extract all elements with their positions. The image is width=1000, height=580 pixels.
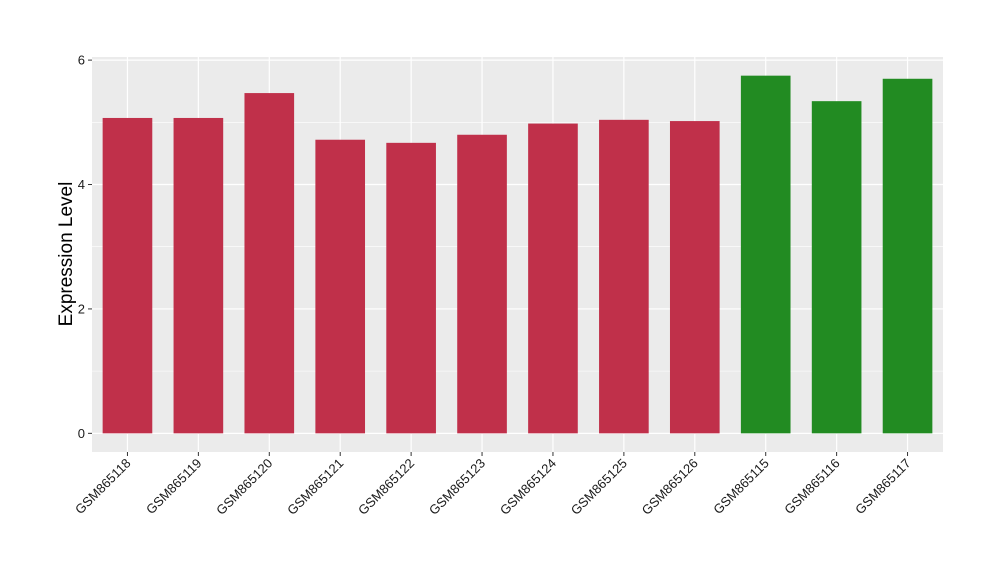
x-tick-label: GSM865121 [284, 456, 346, 518]
bars [102, 75, 933, 434]
x-tick-label: GSM865117 [852, 456, 914, 518]
bar-GSM865118 [102, 117, 153, 434]
x-tick-label: GSM865122 [355, 456, 417, 518]
bar-GSM865123 [457, 134, 507, 434]
bar-GSM865116 [811, 101, 862, 434]
y-tick-label: 2 [78, 301, 85, 316]
y-tick-label: 6 [78, 53, 85, 68]
bar-GSM865125 [599, 119, 649, 434]
x-tick-label: GSM865116 [781, 456, 843, 518]
x-axis: GSM865118 GSM865119 GSM865120 GSM865121 GSM8… [72, 452, 914, 518]
y-axis-title: Expression Level [56, 182, 77, 327]
x-tick-label: GSM865115 [710, 456, 772, 518]
bar-GSM865115 [740, 75, 791, 434]
bar-GSM865117 [882, 78, 933, 434]
bar-GSM865124 [528, 123, 578, 434]
y-tick-label: 0 [78, 426, 85, 441]
bar-GSM865120 [244, 93, 295, 434]
x-tick-label: GSM865124 [497, 456, 559, 518]
x-tick-label: GSM865125 [568, 456, 630, 518]
minor-gridlines [92, 122, 943, 372]
y-tick-label: 4 [78, 177, 85, 192]
x-tick-label: GSM865126 [639, 456, 701, 518]
y-axis: 0 2 4 6 [78, 53, 92, 441]
plot-panel [92, 57, 943, 452]
x-tick-label: GSM865118 [72, 456, 134, 518]
bar-GSM865121 [315, 139, 366, 434]
bar-GSM865126 [669, 121, 720, 434]
bar-GSM865122 [386, 142, 436, 434]
x-tick-label: GSM865120 [213, 456, 275, 518]
x-tick-label: GSM865119 [143, 456, 205, 518]
bar-GSM865119 [173, 117, 224, 434]
x-tick-label: GSM865123 [426, 456, 488, 518]
